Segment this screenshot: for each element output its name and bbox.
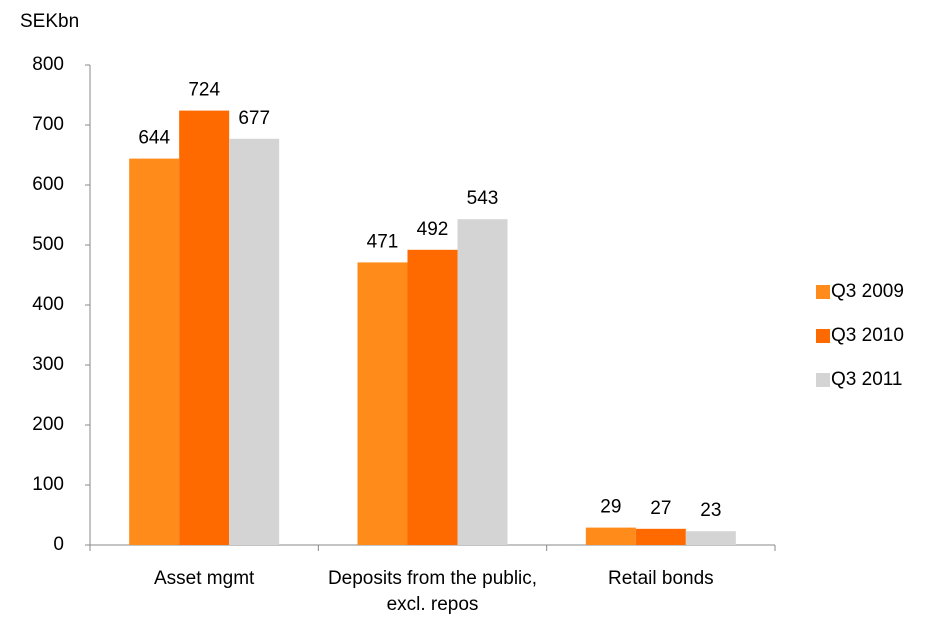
value-label: 492 xyxy=(417,219,449,240)
legend-swatch xyxy=(816,285,830,299)
bar xyxy=(357,262,408,545)
legend-label: Q3 2011 xyxy=(831,369,902,390)
bar xyxy=(179,110,230,545)
bar xyxy=(129,158,180,545)
legend-label: Q3 2010 xyxy=(831,325,904,346)
value-label: 29 xyxy=(600,497,621,518)
bar xyxy=(635,528,686,545)
y-tick-label: 600 xyxy=(32,174,64,195)
value-label: 27 xyxy=(650,498,671,519)
value-label: 724 xyxy=(188,80,220,101)
legend-swatch xyxy=(816,329,830,343)
x-tick-label: Deposits from the public, excl. repos xyxy=(327,568,538,615)
legend-swatch xyxy=(816,373,830,387)
bar xyxy=(457,219,508,545)
y-tick-label: 0 xyxy=(53,534,64,555)
value-label: 644 xyxy=(138,128,170,149)
legend-label: Q3 2009 xyxy=(831,281,904,302)
bar xyxy=(585,527,636,545)
bar xyxy=(229,138,280,546)
y-tick-label: 400 xyxy=(32,294,64,315)
y-tick-label: 100 xyxy=(32,474,64,495)
y-tick-label: 700 xyxy=(32,114,64,135)
y-axis-label: SEKbn xyxy=(20,11,79,32)
value-label: 471 xyxy=(367,231,399,252)
bar xyxy=(407,249,458,546)
bar xyxy=(685,531,736,545)
y-tick-label: 800 xyxy=(32,54,64,75)
y-tick-label: 500 xyxy=(32,234,64,255)
value-label: 23 xyxy=(700,500,721,521)
x-tick-label: Retail bonds xyxy=(608,568,714,589)
x-tick-label: Asset mgmt xyxy=(154,568,255,589)
y-tick-label: 200 xyxy=(32,414,64,435)
value-label: 543 xyxy=(467,188,499,209)
value-label: 677 xyxy=(238,108,270,129)
y-tick-label: 300 xyxy=(32,354,64,375)
